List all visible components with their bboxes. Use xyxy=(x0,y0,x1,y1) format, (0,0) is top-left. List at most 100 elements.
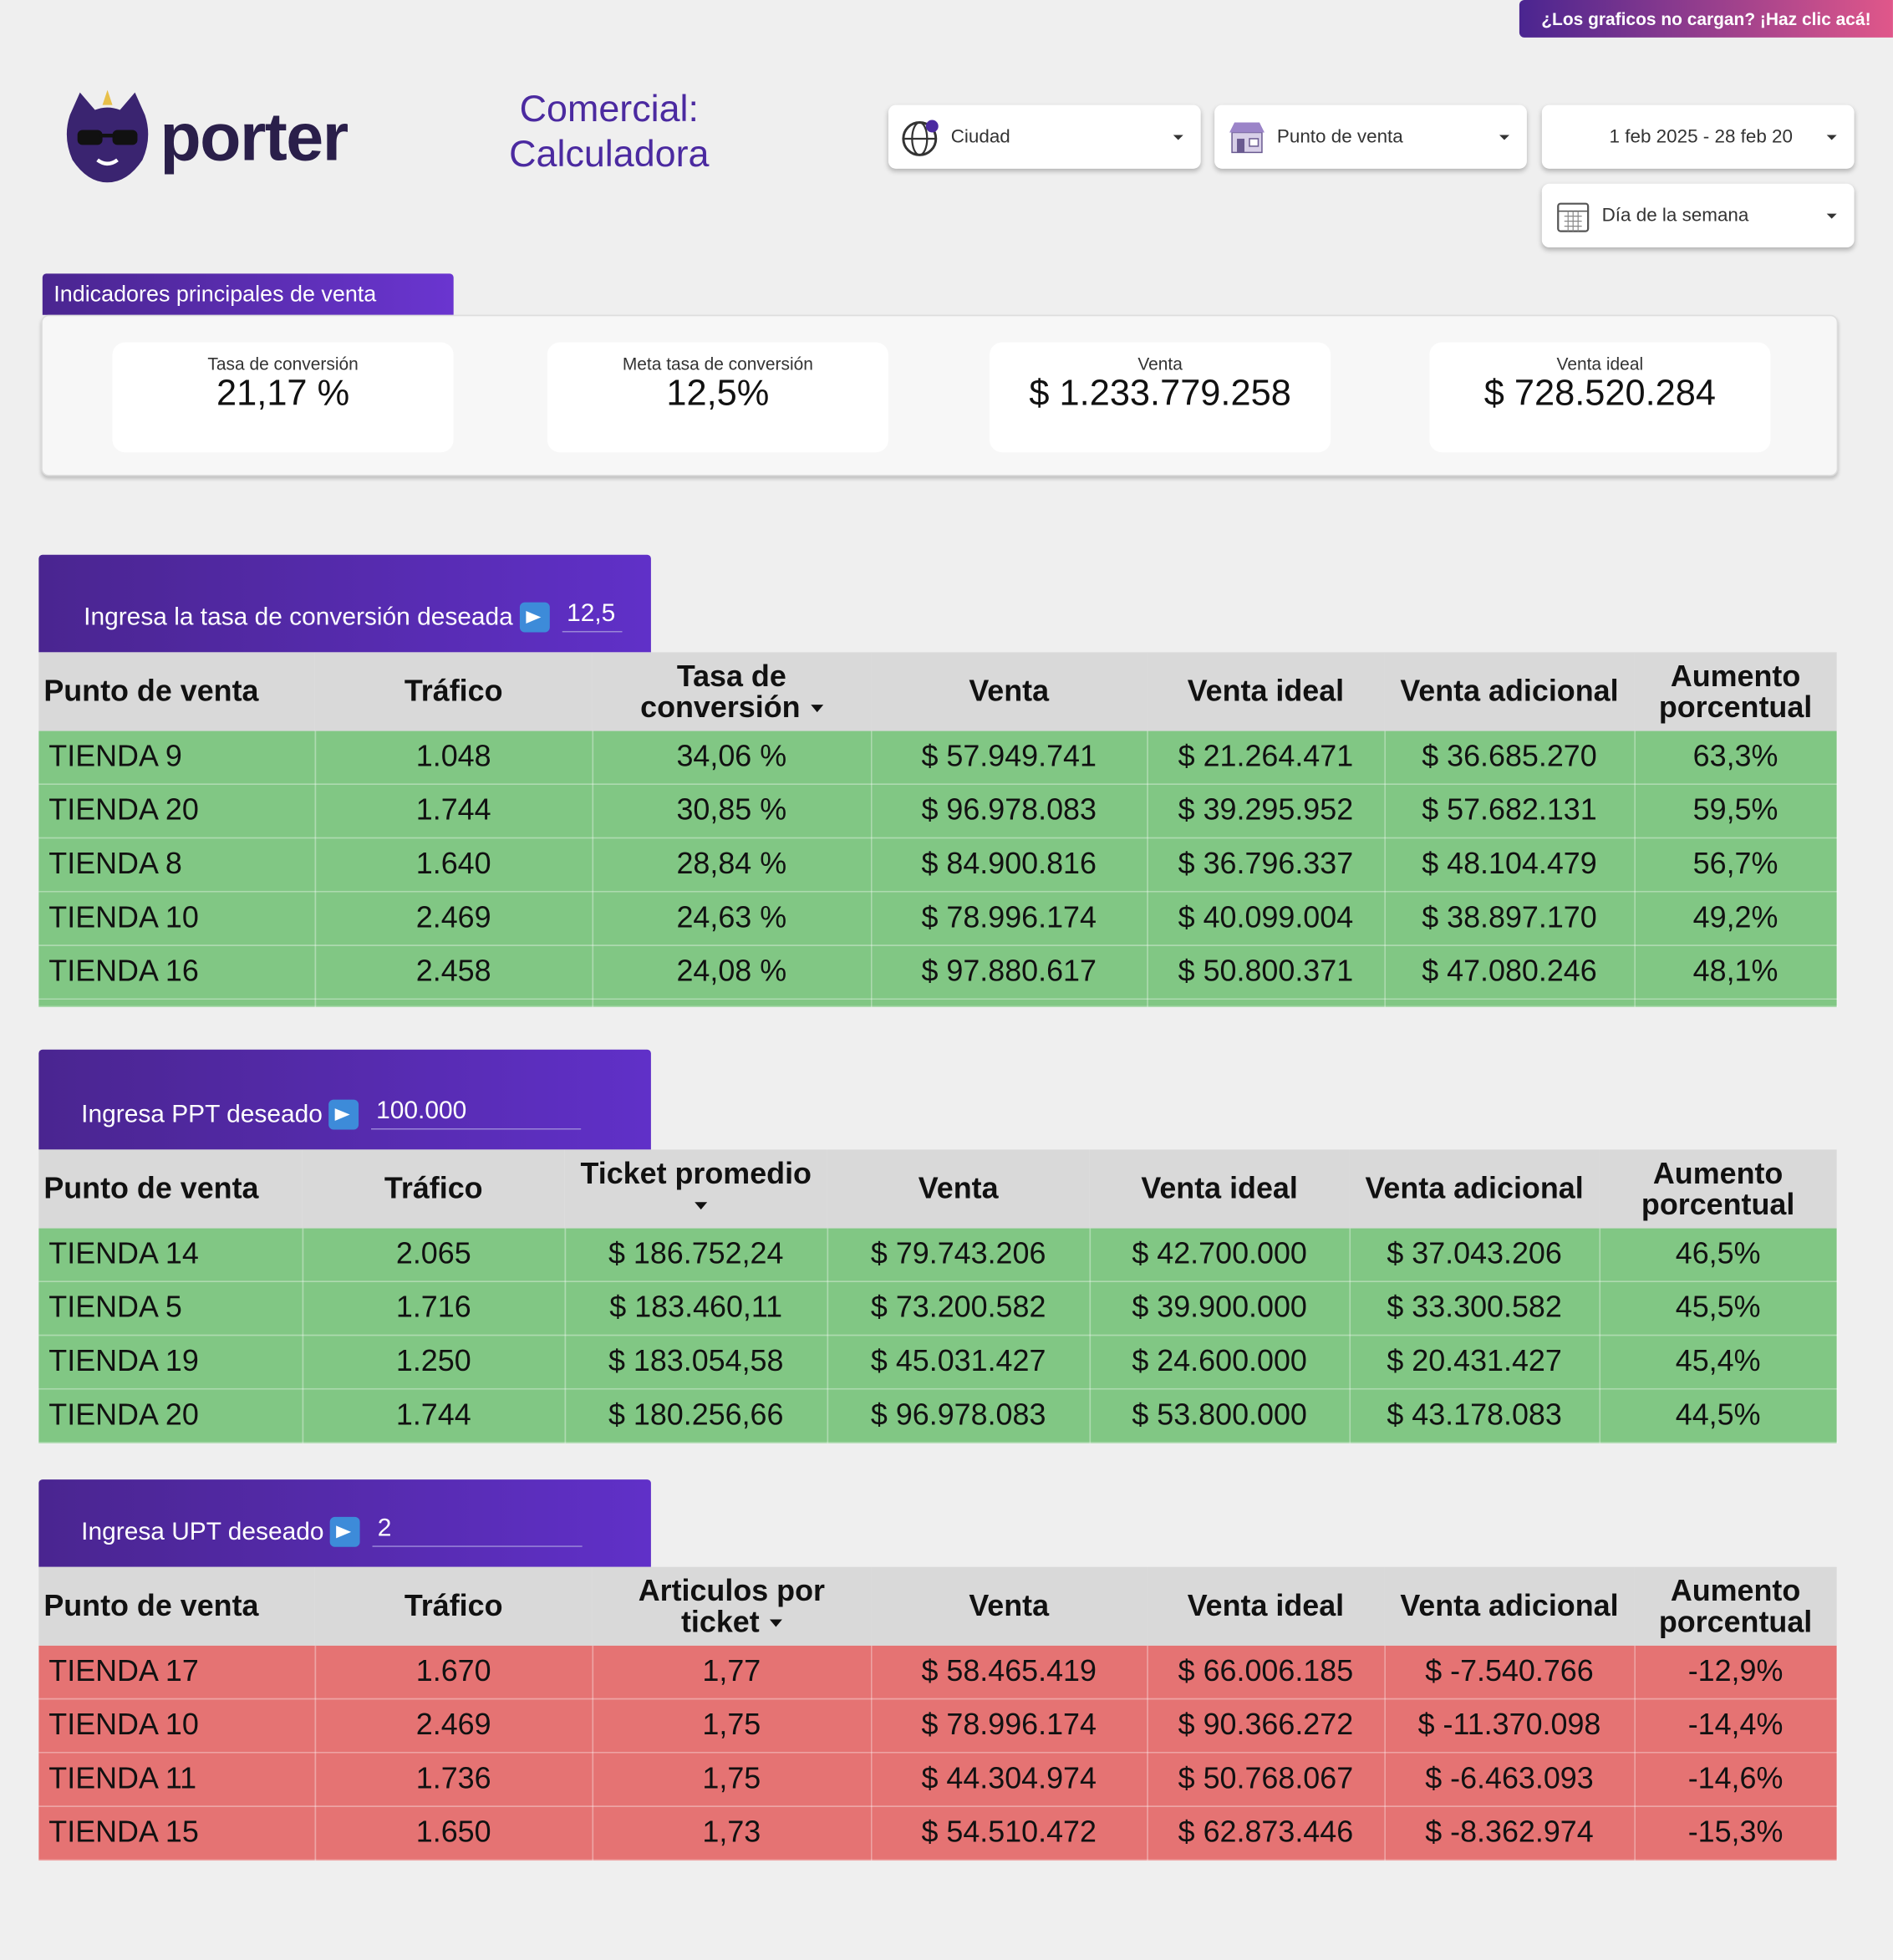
prompt-text: Ingresa UPT deseado xyxy=(81,1518,324,1546)
column-header[interactable]: Venta adicional xyxy=(1349,1149,1600,1229)
filter-label: Día de la semana xyxy=(1601,205,1749,227)
data-table: Punto de venta Tráfico Tasa de conversión V… xyxy=(38,652,1838,1007)
store-filter[interactable]: Punto de venta xyxy=(1214,104,1527,169)
table-cell: TIENDA 10 xyxy=(38,1698,316,1754)
table-cell: TIENDA 20 xyxy=(38,784,316,839)
column-header[interactable]: Tasa de conversión xyxy=(592,652,872,731)
kpi-panel: Tasa de conversión 21,17 % Meta tasa de co… xyxy=(41,314,1839,476)
table-cell xyxy=(1634,999,1838,1007)
table-cell: 1.650 xyxy=(314,1806,593,1861)
kpi-label: Tasa de conversión xyxy=(207,354,359,374)
table-cell: TIENDA 20 xyxy=(38,1388,303,1443)
table-cell: 2.469 xyxy=(314,891,593,946)
column-header[interactable]: Aumento porcentual xyxy=(1634,1566,1837,1646)
column-header[interactable]: Tráfico xyxy=(302,1149,565,1229)
filter-label: 1 feb 2025 - 28 feb 20 xyxy=(1609,125,1794,148)
table-cell: 46,5% xyxy=(1599,1228,1838,1282)
table-cell: $ 37.043.206 xyxy=(1349,1228,1600,1282)
header-text: Ticket promedio xyxy=(580,1156,812,1190)
column-header[interactable]: Punto de venta xyxy=(38,1149,303,1229)
table-cell: 1.048 xyxy=(314,731,593,785)
table-cell: $ 96.978.083 xyxy=(871,784,1148,839)
prompt-input[interactable]: 100.000 xyxy=(371,1097,582,1130)
kpi-value: 12,5% xyxy=(666,374,770,414)
table-cell: $ 42.700.000 xyxy=(1089,1228,1351,1282)
header-text: Venta adicional xyxy=(1400,1589,1619,1624)
table-row: TIENDA 10 2.469 1,75 $ 78.996.174 $ 90.366.2… xyxy=(38,1698,1838,1754)
date-filter[interactable]: 1 feb 2025 - 28 feb 20 xyxy=(1541,104,1855,169)
header-text: Venta ideal xyxy=(1141,1172,1298,1206)
column-header[interactable]: Tráfico xyxy=(314,1566,593,1646)
table-cell: -14,4% xyxy=(1634,1698,1838,1754)
kpi-card: Tasa de conversión 21,17 % xyxy=(112,342,454,453)
table-cell: 24,63 % xyxy=(592,891,872,946)
column-header[interactable]: Punto de venta xyxy=(38,1566,315,1646)
table-cell: TIENDA 14 xyxy=(38,1228,303,1282)
header-row: Punto de venta Tráfico Ticket promedio Vent… xyxy=(38,1149,1837,1229)
column-header[interactable]: Punto de venta xyxy=(38,652,315,731)
table-cell: $ 78.996.174 xyxy=(871,891,1148,946)
dropdown-caret xyxy=(1826,134,1837,140)
table-cell xyxy=(314,999,593,1007)
column-header[interactable]: Ticket promedio xyxy=(564,1149,827,1229)
header-text: Venta adicional xyxy=(1400,675,1619,709)
table-body: TIENDA 14 2.065 $ 186.752,24 $ 79.743.206 $ … xyxy=(38,1228,1838,1443)
table-cell: 1.640 xyxy=(314,837,593,893)
table-cell: 49,2% xyxy=(1634,891,1838,946)
table-cell: TIENDA 11 xyxy=(38,1752,316,1807)
help-banner[interactable]: ¿Los graficos no cargan? ¡Haz clic acá! xyxy=(1519,0,1893,38)
column-header[interactable]: Tráfico xyxy=(314,652,593,731)
table-cell: $ 53.800.000 xyxy=(1089,1388,1351,1443)
table-row: TIENDA 10 2.469 24,63 % $ 78.996.174 $ 40.09… xyxy=(38,891,1838,946)
table-cell xyxy=(1384,999,1636,1007)
column-header[interactable]: Articulos por ticket xyxy=(592,1566,872,1646)
table-cell: $ 66.006.185 xyxy=(1147,1645,1386,1700)
table-cell: $ 33.300.582 xyxy=(1349,1281,1600,1336)
input-prompt: Ingresa la tasa de conversión deseada 12,… xyxy=(38,554,651,653)
table-row: TIENDA 20 1.744 $ 180.256,66 $ 96.978.083 $ … xyxy=(38,1388,1838,1443)
column-header[interactable]: Venta adicional xyxy=(1384,1566,1635,1646)
table-cell: 1,75 xyxy=(592,1698,872,1754)
column-header[interactable]: Venta ideal xyxy=(1147,1566,1385,1646)
table-cell: $ 180.256,66 xyxy=(564,1388,828,1443)
column-header[interactable]: Venta adicional xyxy=(1384,652,1635,731)
header-text: Aumento porcentual xyxy=(1658,659,1813,725)
table-row: TIENDA 11 1.736 1,75 $ 44.304.974 $ 50.768.0… xyxy=(38,1752,1838,1807)
table-cell: 2.469 xyxy=(314,1698,593,1754)
column-header[interactable]: Venta xyxy=(827,1149,1090,1229)
table-cell: 59,5% xyxy=(1634,784,1838,839)
kpi-card: Venta ideal $ 728.520.284 xyxy=(1429,342,1771,453)
table-row: TIENDA 5 1.716 $ 183.460,11 $ 73.200.582 $ 3… xyxy=(38,1281,1838,1336)
filter-label: Punto de venta xyxy=(1276,125,1403,148)
table-body: TIENDA 17 1.670 1,77 $ 58.465.419 $ 66.006.1… xyxy=(38,1645,1838,1861)
table-cell xyxy=(38,999,316,1007)
column-header[interactable]: Venta xyxy=(871,652,1148,731)
kpi-label: Meta tasa de conversión xyxy=(622,354,813,374)
column-header[interactable]: Venta xyxy=(871,1566,1148,1646)
kpi-value: $ 1.233.779.258 xyxy=(1029,374,1291,414)
prompt-input[interactable]: 2 xyxy=(372,1515,583,1547)
table-cell xyxy=(1147,999,1386,1007)
table-cell: 56,7% xyxy=(1634,837,1838,893)
prompt-input[interactable]: 12,5 xyxy=(562,600,622,633)
column-header[interactable]: Aumento porcentual xyxy=(1634,652,1837,731)
column-header[interactable]: Venta ideal xyxy=(1147,652,1385,731)
table-cell: $ 57.949.741 xyxy=(871,731,1148,785)
table-cell: 1,77 xyxy=(592,1645,872,1700)
table-cell: $ -8.362.974 xyxy=(1384,1806,1636,1861)
sort-indicator xyxy=(810,705,823,713)
table-cell: 2.065 xyxy=(302,1228,566,1282)
weekday-filter[interactable]: Día de la semana xyxy=(1541,183,1855,248)
table-cell: TIENDA 16 xyxy=(38,944,316,1000)
city-filter[interactable]: Ciudad xyxy=(888,104,1201,169)
logo: porter xyxy=(63,88,349,188)
table-cell: -14,6% xyxy=(1634,1752,1838,1807)
table-cell: $ 50.800.371 xyxy=(1147,944,1386,1000)
column-header[interactable]: Aumento porcentual xyxy=(1599,1149,1837,1229)
column-header[interactable]: Venta ideal xyxy=(1089,1149,1350,1229)
table-cell: TIENDA 15 xyxy=(38,1806,316,1861)
table-cell: 1,73 xyxy=(592,1806,872,1861)
header-text: Tráfico xyxy=(404,675,503,709)
table-cell: $ 96.978.083 xyxy=(827,1388,1091,1443)
